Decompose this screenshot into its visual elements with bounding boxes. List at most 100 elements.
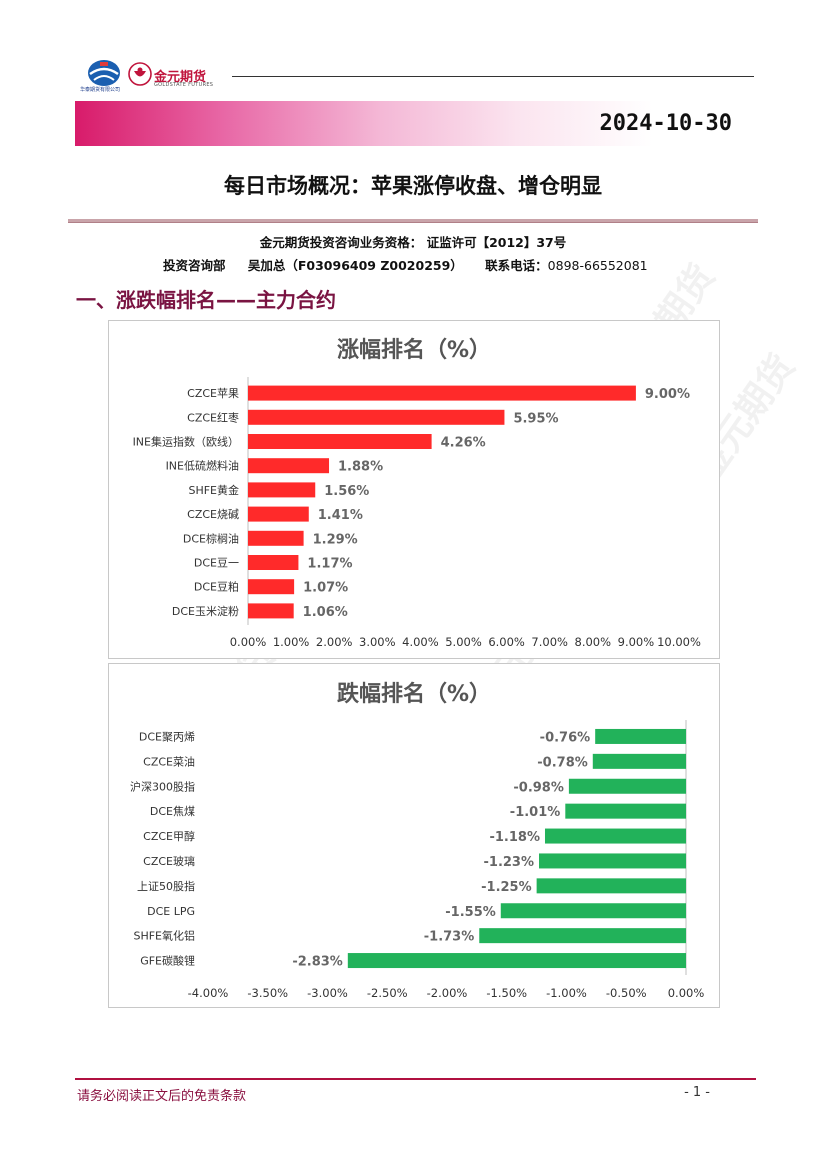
tick-label: 0.00% xyxy=(668,986,705,1000)
category-label: GFE碳酸锂 xyxy=(140,954,195,968)
data-label: 1.07% xyxy=(303,581,348,596)
bar xyxy=(248,603,294,619)
gainers-chart: 涨幅排名（%） CZCE苹果 9.00% CZCE红枣 5.95% INE集运指数（欧线）… xyxy=(133,337,701,649)
huatai-logo-caption: 华泰期货有限公司 xyxy=(80,87,121,93)
losers-chart: 跌幅排名（%） DCE聚丙烯 -0.76% CZCE菜油 -0.78% 沪深300股指 -0… xyxy=(130,681,705,1000)
tick-label: 9.00% xyxy=(618,635,655,649)
bar xyxy=(592,753,686,769)
bar xyxy=(595,728,686,744)
bar xyxy=(248,530,304,546)
data-label: 1.41% xyxy=(318,508,363,523)
category-label: CZCE菜油 xyxy=(143,754,195,768)
data-label: 4.26% xyxy=(441,436,486,451)
bar xyxy=(536,878,686,894)
data-label: -1.23% xyxy=(484,855,535,870)
tick-label: 2.00% xyxy=(316,635,353,649)
department: 投资咨询部 xyxy=(163,258,226,273)
losers-chart-box: 跌幅排名（%） DCE聚丙烯 -0.76% CZCE菜油 -0.78% 沪深300股指 -0… xyxy=(108,663,720,1008)
title-divider xyxy=(68,219,758,222)
category-label: DCE棕榈油 xyxy=(183,531,239,545)
bar xyxy=(539,853,686,869)
bar xyxy=(248,555,299,570)
bar xyxy=(248,458,330,474)
category-label: CZCE红枣 xyxy=(187,411,239,424)
tick-label: 8.00% xyxy=(575,635,612,649)
bar xyxy=(248,409,505,425)
data-label: -2.83% xyxy=(292,955,343,970)
tick-label: 5.00% xyxy=(445,635,482,649)
bar xyxy=(500,903,686,919)
tick-label: 0.00% xyxy=(230,635,267,649)
data-label: -1.73% xyxy=(424,930,475,945)
data-label: 5.95% xyxy=(513,411,558,426)
category-label: DCE豆粕 xyxy=(194,580,239,594)
qualification-line: 金元期货投资咨询业务资格： 证监许可【2012】37号 xyxy=(259,235,567,250)
category-label: CZCE烧碱 xyxy=(187,508,239,521)
contact-phone: 0898-66552081 xyxy=(547,258,648,273)
huatai-logo xyxy=(88,60,120,86)
tick-label: -3.00% xyxy=(307,986,348,1000)
category-label: DCE豆一 xyxy=(194,557,239,570)
header-rule xyxy=(232,76,754,77)
tick-label: -4.00% xyxy=(188,986,229,1000)
category-label: DCE焦煤 xyxy=(150,805,195,818)
category-label: 上证50股指 xyxy=(137,879,195,893)
data-label: -0.76% xyxy=(540,730,591,745)
header-banner xyxy=(75,101,755,146)
tick-label: -3.50% xyxy=(247,986,288,1000)
bar xyxy=(248,482,316,498)
goldstate-logo-text: 金元期货 xyxy=(154,70,207,85)
category-label: DCE聚丙烯 xyxy=(139,730,195,743)
data-label: -1.25% xyxy=(481,880,532,895)
bar xyxy=(248,579,295,595)
tick-label: 3.00% xyxy=(359,635,396,649)
category-label: INE集运指数（欧线） xyxy=(133,435,239,449)
bar xyxy=(479,928,686,944)
category-label: DCE玉米淀粉 xyxy=(172,604,239,618)
data-label: 1.06% xyxy=(303,605,348,620)
analyst: 吴加总（F03096409 Z0020259） xyxy=(247,258,463,273)
category-label: 沪深300股指 xyxy=(130,779,195,793)
tick-label: -0.50% xyxy=(606,986,647,1000)
tick-label: -2.50% xyxy=(367,986,408,1000)
data-label: 9.00% xyxy=(645,387,690,402)
data-label: 1.17% xyxy=(307,557,352,572)
chart-title: 涨幅排名（%） xyxy=(337,337,491,363)
data-label: 1.56% xyxy=(324,484,369,499)
bar xyxy=(568,778,686,794)
tick-label: 10.00% xyxy=(657,635,701,649)
bar xyxy=(248,385,636,401)
contact-line: 投资咨询部 吴加总（F03096409 Z0020259） 联系电话：0898-… xyxy=(163,255,666,274)
bar xyxy=(347,953,686,969)
data-label: -1.18% xyxy=(489,830,540,845)
title-divider-thin xyxy=(68,222,758,223)
page-title: 每日市场概况：苹果涨停收盘、增仓明显 xyxy=(224,174,602,198)
tick-label: 1.00% xyxy=(273,635,310,649)
data-label: -1.55% xyxy=(445,905,496,920)
category-label: CZCE玻璃 xyxy=(143,854,195,868)
category-label: CZCE苹果 xyxy=(187,386,239,400)
tick-label: 4.00% xyxy=(402,635,439,649)
goldstate-logo-icon xyxy=(128,62,152,86)
tick-label: -1.50% xyxy=(486,986,527,1000)
section-heading: 一、涨跌幅排名——主力合约 xyxy=(76,288,336,312)
category-label: SHFE氧化铝 xyxy=(133,929,195,943)
tick-label: -2.00% xyxy=(427,986,468,1000)
chart-title: 跌幅排名（%） xyxy=(337,681,491,707)
data-label: 1.88% xyxy=(338,460,383,475)
contact-label: 联系电话： xyxy=(485,258,548,273)
category-label: INE低硫燃料油 xyxy=(166,459,239,473)
tick-label: 6.00% xyxy=(488,635,525,649)
report-date: 2024-10-30 xyxy=(599,111,732,136)
category-label: DCE LPG xyxy=(147,905,195,918)
bar xyxy=(248,434,432,449)
data-label: 1.29% xyxy=(313,532,358,547)
data-label: -0.78% xyxy=(537,755,588,770)
bar xyxy=(544,828,686,844)
tick-label: -1.00% xyxy=(546,986,587,1000)
goldstate-logo-subtitle: GOLDSTATE FUTURES xyxy=(154,82,214,88)
footer-rule xyxy=(75,1078,756,1080)
data-label: -1.01% xyxy=(510,805,561,820)
category-label: CZCE甲醇 xyxy=(143,829,195,843)
category-label: SHFE黄金 xyxy=(188,483,239,497)
